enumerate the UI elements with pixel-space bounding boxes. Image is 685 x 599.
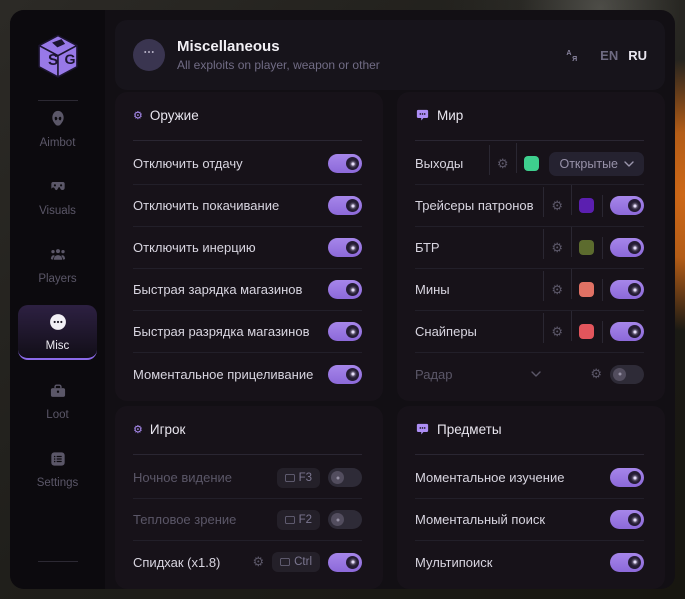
svg-text:A: A (567, 48, 572, 56)
svg-text:S: S (47, 52, 57, 69)
svg-text:G: G (64, 52, 75, 68)
svg-text:Я: Я (572, 55, 577, 63)
